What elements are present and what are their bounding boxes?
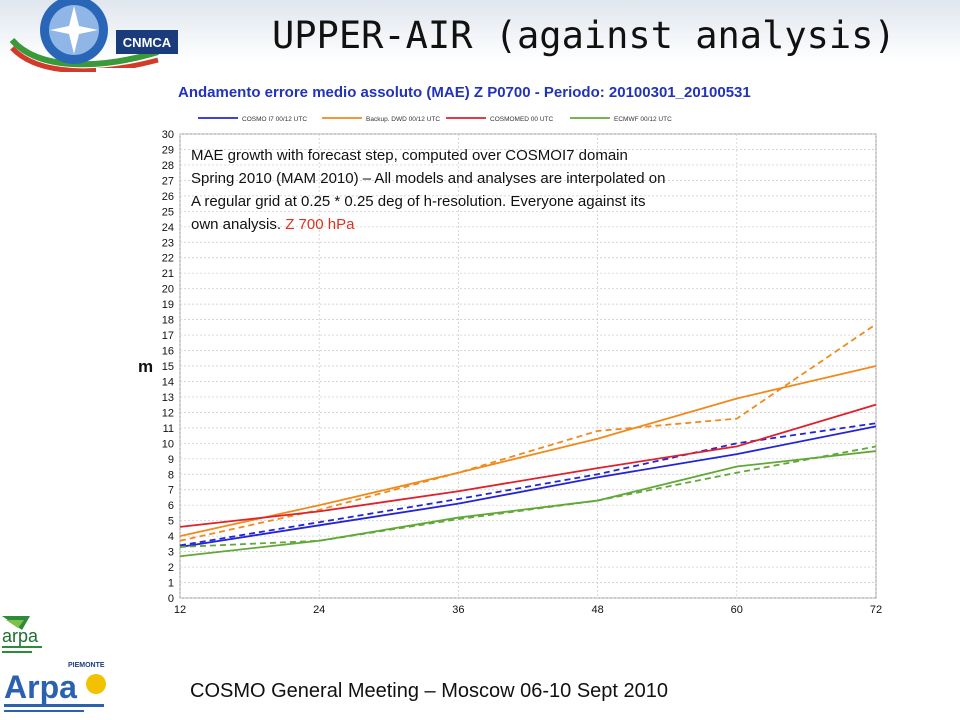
y-tick-label: 10	[162, 438, 174, 450]
y-tick-label: 18	[162, 315, 174, 327]
y-tick-label: 21	[162, 268, 174, 280]
arpa-piemonte-logo: PIEMONTE Arpa	[4, 660, 110, 712]
chart-grid	[179, 133, 877, 599]
note-highlight: Z 700 hPa	[285, 216, 355, 233]
y-tick-label: 15	[162, 361, 174, 373]
x-tick-label: 60	[731, 604, 743, 616]
y-tick-label: 16	[162, 346, 174, 358]
series-line-2	[179, 422, 877, 547]
arpa-emilia-romagna-logo: arpa	[2, 616, 42, 653]
meteo-service-logo: CNMCA	[9, 0, 178, 72]
y-tick-label: 5	[168, 516, 174, 528]
y-tick-label: 28	[162, 160, 174, 172]
y-tick-label: 20	[162, 284, 174, 296]
y-tick-label: 0	[168, 593, 174, 605]
series-line-7	[179, 445, 877, 548]
series-line-5	[179, 403, 877, 528]
mae-line-chart: COSMO I7 00/12 UTC Backup. DWD 00/12 UTC C…	[138, 116, 882, 616]
y-tick-label: 12	[162, 407, 174, 419]
svg-text:PIEMONTE: PIEMONTE	[68, 662, 105, 669]
y-tick-label: 22	[162, 253, 174, 265]
slide-title: UPPER-AIR (against analysis)	[272, 14, 896, 57]
y-tick-label: 7	[168, 485, 174, 497]
x-axis-ticks: 12 24 36 48 60 72	[174, 604, 882, 616]
x-tick-label: 72	[870, 604, 882, 616]
y-tick-label: 14	[162, 376, 174, 388]
note-line-2: Spring 2010 (MAM 2010) – All models and …	[191, 170, 666, 187]
y-tick-label: 29	[162, 144, 174, 156]
y-tick-label: 8	[168, 469, 174, 481]
y-tick-label: 9	[168, 454, 174, 466]
x-tick-label: 36	[452, 604, 464, 616]
y-tick-label: 3	[168, 547, 174, 559]
y-tick-label: 19	[162, 299, 174, 311]
legend-label: ECMWF 00/12 UTC	[614, 116, 672, 123]
chart-title: Andamento errore medio assoluto (MAE) Z …	[178, 84, 751, 101]
series-line-3	[179, 365, 877, 538]
y-tick-label: 17	[162, 330, 174, 342]
legend-label: COSMO I7 00/12 UTC	[242, 116, 307, 123]
arpa-er-text: arpa	[2, 626, 39, 646]
y-tick-label: 24	[162, 222, 174, 234]
y-tick-label: 23	[162, 237, 174, 249]
y-tick-label: 30	[162, 129, 174, 141]
y-tick-label: 6	[168, 500, 174, 512]
x-tick-label: 12	[174, 604, 186, 616]
y-tick-label: 1	[168, 578, 174, 590]
note-line-1: MAE growth with forecast step, computed …	[191, 147, 628, 164]
y-tick-label: 13	[162, 392, 174, 404]
arpa-p-text: Arpa	[4, 669, 77, 705]
y-axis-ticks: 0123456789101112131415161718192021222324…	[162, 129, 174, 605]
y-axis-label: m	[138, 357, 153, 376]
x-tick-label: 48	[591, 604, 603, 616]
chart-legend: COSMO I7 00/12 UTC Backup. DWD 00/12 UTC C…	[198, 116, 672, 123]
legend-label: Backup. DWD 00/12 UTC	[366, 116, 440, 123]
y-tick-label: 26	[162, 191, 174, 203]
slide-footer: COSMO General Meeting – Moscow 06-10 Sep…	[190, 680, 669, 702]
legend-label: COSMOMED 00 UTC	[490, 116, 554, 123]
chart-series	[179, 323, 877, 558]
note-line-3: A regular grid at 0.25 * 0.25 deg of h-r…	[191, 193, 646, 210]
meteo-logo-text: CNMCA	[123, 35, 172, 50]
y-tick-label: 25	[162, 206, 174, 218]
chart-annotation: MAE growth with forecast step, computed …	[191, 144, 801, 236]
chart-panel: Andamento errore medio assoluto (MAE) Z …	[96, 68, 960, 620]
x-tick-label: 24	[313, 604, 325, 616]
series-line-6	[179, 450, 877, 558]
series-line-1	[179, 425, 877, 548]
y-tick-label: 2	[168, 562, 174, 574]
y-tick-label: 11	[163, 423, 174, 435]
note-line-4: own analysis.	[191, 216, 286, 233]
y-tick-label: 4	[168, 531, 174, 543]
y-tick-label: 27	[162, 175, 174, 187]
